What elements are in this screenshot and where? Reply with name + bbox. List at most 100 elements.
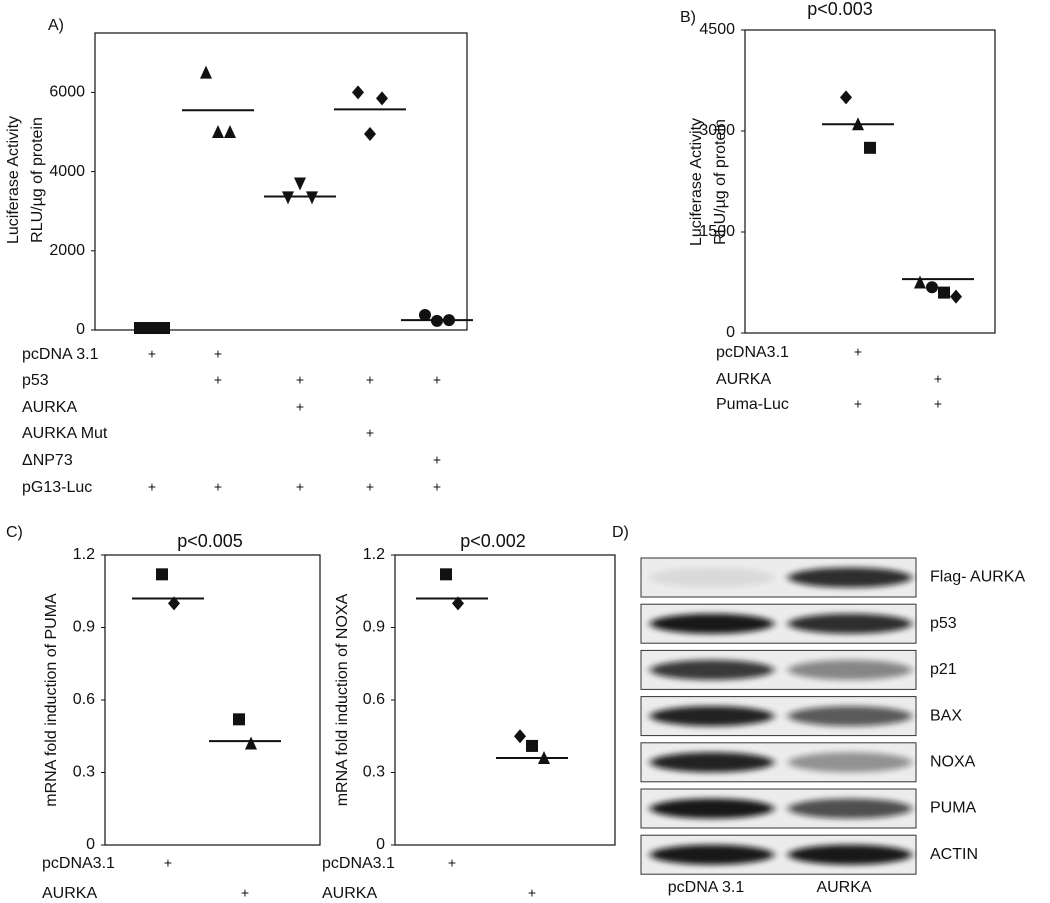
band-label: Flag- AURKA [930, 569, 1025, 586]
point [840, 90, 852, 105]
band-label: NOXA [930, 754, 976, 771]
point [282, 191, 294, 205]
y-tick-label: 1.2 [73, 546, 95, 563]
condition-mark: + [241, 885, 249, 901]
y-axis-label: mRNA fold induction of PUMA [43, 593, 60, 807]
condition-mark: + [366, 479, 374, 495]
y-tick-label: 1500 [699, 223, 735, 240]
y-tick-label: 0 [86, 836, 95, 853]
band-label: BAX [930, 707, 962, 724]
condition-label: pcDNA3.1 [42, 855, 115, 872]
y-axis-label: mRNA fold induction of NOXA [334, 593, 351, 806]
y-tick-label: 3000 [699, 122, 735, 139]
y-tick-label: 4000 [49, 163, 85, 180]
point [306, 191, 318, 205]
point [146, 322, 158, 335]
blot-band [650, 706, 774, 727]
point [938, 286, 950, 299]
point [926, 281, 938, 294]
point [526, 739, 538, 752]
point [200, 65, 212, 79]
condition-label: Puma-Luc [716, 396, 789, 413]
point [914, 275, 926, 289]
condition-label: ΔNP73 [22, 452, 73, 469]
y-tick-label: 0.9 [363, 619, 385, 636]
condition-label: AURKA [716, 371, 771, 388]
blot-band [788, 706, 912, 727]
blot-band [650, 844, 774, 865]
condition-label: AURKA [22, 399, 77, 416]
chart-title: p<0.002 [460, 531, 526, 551]
condition-mark: + [296, 479, 304, 495]
lane-label: AURKA [816, 879, 871, 896]
band-label: ACTIN [930, 846, 978, 863]
blot-band [788, 613, 912, 634]
condition-mark: + [854, 344, 862, 360]
condition-mark: + [448, 855, 456, 871]
y-tick-label: 1.2 [363, 546, 385, 563]
condition-mark: + [296, 399, 304, 415]
point [294, 177, 306, 191]
blot-band [650, 798, 774, 819]
condition-label: pG13-Luc [22, 479, 92, 496]
y-tick-label: 0.3 [363, 764, 385, 781]
point [419, 308, 431, 321]
band-label: PUMA [930, 800, 977, 817]
condition-label: pcDNA3.1 [716, 344, 789, 361]
y-axis-label: Luciferase Activity [5, 116, 22, 244]
condition-mark: + [528, 885, 536, 901]
y-tick-label: 0.6 [363, 691, 385, 708]
y-tick-label: 4500 [699, 21, 735, 38]
point [440, 568, 452, 581]
condition-mark: + [148, 346, 156, 362]
blot-band [788, 567, 912, 588]
condition-mark: + [214, 479, 222, 495]
point [452, 596, 464, 611]
condition-label: AURKA [322, 885, 377, 902]
condition-mark: + [214, 346, 222, 362]
blot-band [788, 844, 912, 865]
blot-band [650, 613, 774, 634]
condition-label: p53 [22, 372, 49, 389]
y-tick-label: 0.3 [73, 764, 95, 781]
condition-mark: + [934, 371, 942, 387]
point [168, 596, 180, 611]
blot-band [788, 752, 912, 773]
blot-band [650, 752, 774, 773]
plot-frame [744, 29, 996, 334]
condition-label: pcDNA3.1 [322, 855, 395, 872]
condition-mark: + [433, 372, 441, 388]
y-axis-label: RLU/µg of protein [29, 117, 46, 243]
point [134, 322, 146, 335]
point [212, 125, 224, 138]
condition-label: AURKA [42, 885, 97, 902]
y-tick-label: 0 [76, 321, 85, 338]
point [364, 126, 376, 141]
point [224, 125, 236, 138]
condition-mark: + [433, 452, 441, 468]
blot-band [650, 567, 774, 588]
point [376, 91, 388, 106]
point [233, 713, 245, 726]
y-tick-label: 0 [376, 836, 385, 853]
condition-mark: + [366, 372, 374, 388]
panel-label: C) [6, 524, 23, 541]
point [352, 85, 364, 100]
condition-mark: + [164, 855, 172, 871]
y-tick-label: 0.9 [73, 619, 95, 636]
condition-mark: + [433, 479, 441, 495]
y-tick-label: 0 [726, 324, 735, 341]
y-axis-label: RLU/µg of protein [712, 119, 729, 245]
panel-label: D) [612, 524, 629, 541]
condition-mark: + [296, 372, 304, 388]
panel-label: A) [48, 17, 64, 34]
y-tick-label: 2000 [49, 242, 85, 259]
condition-mark: + [366, 425, 374, 441]
condition-mark: + [854, 396, 862, 412]
blot-band [788, 798, 912, 819]
y-tick-label: 0.6 [73, 691, 95, 708]
band-label: p53 [930, 615, 957, 632]
y-tick-label: 6000 [49, 84, 85, 101]
